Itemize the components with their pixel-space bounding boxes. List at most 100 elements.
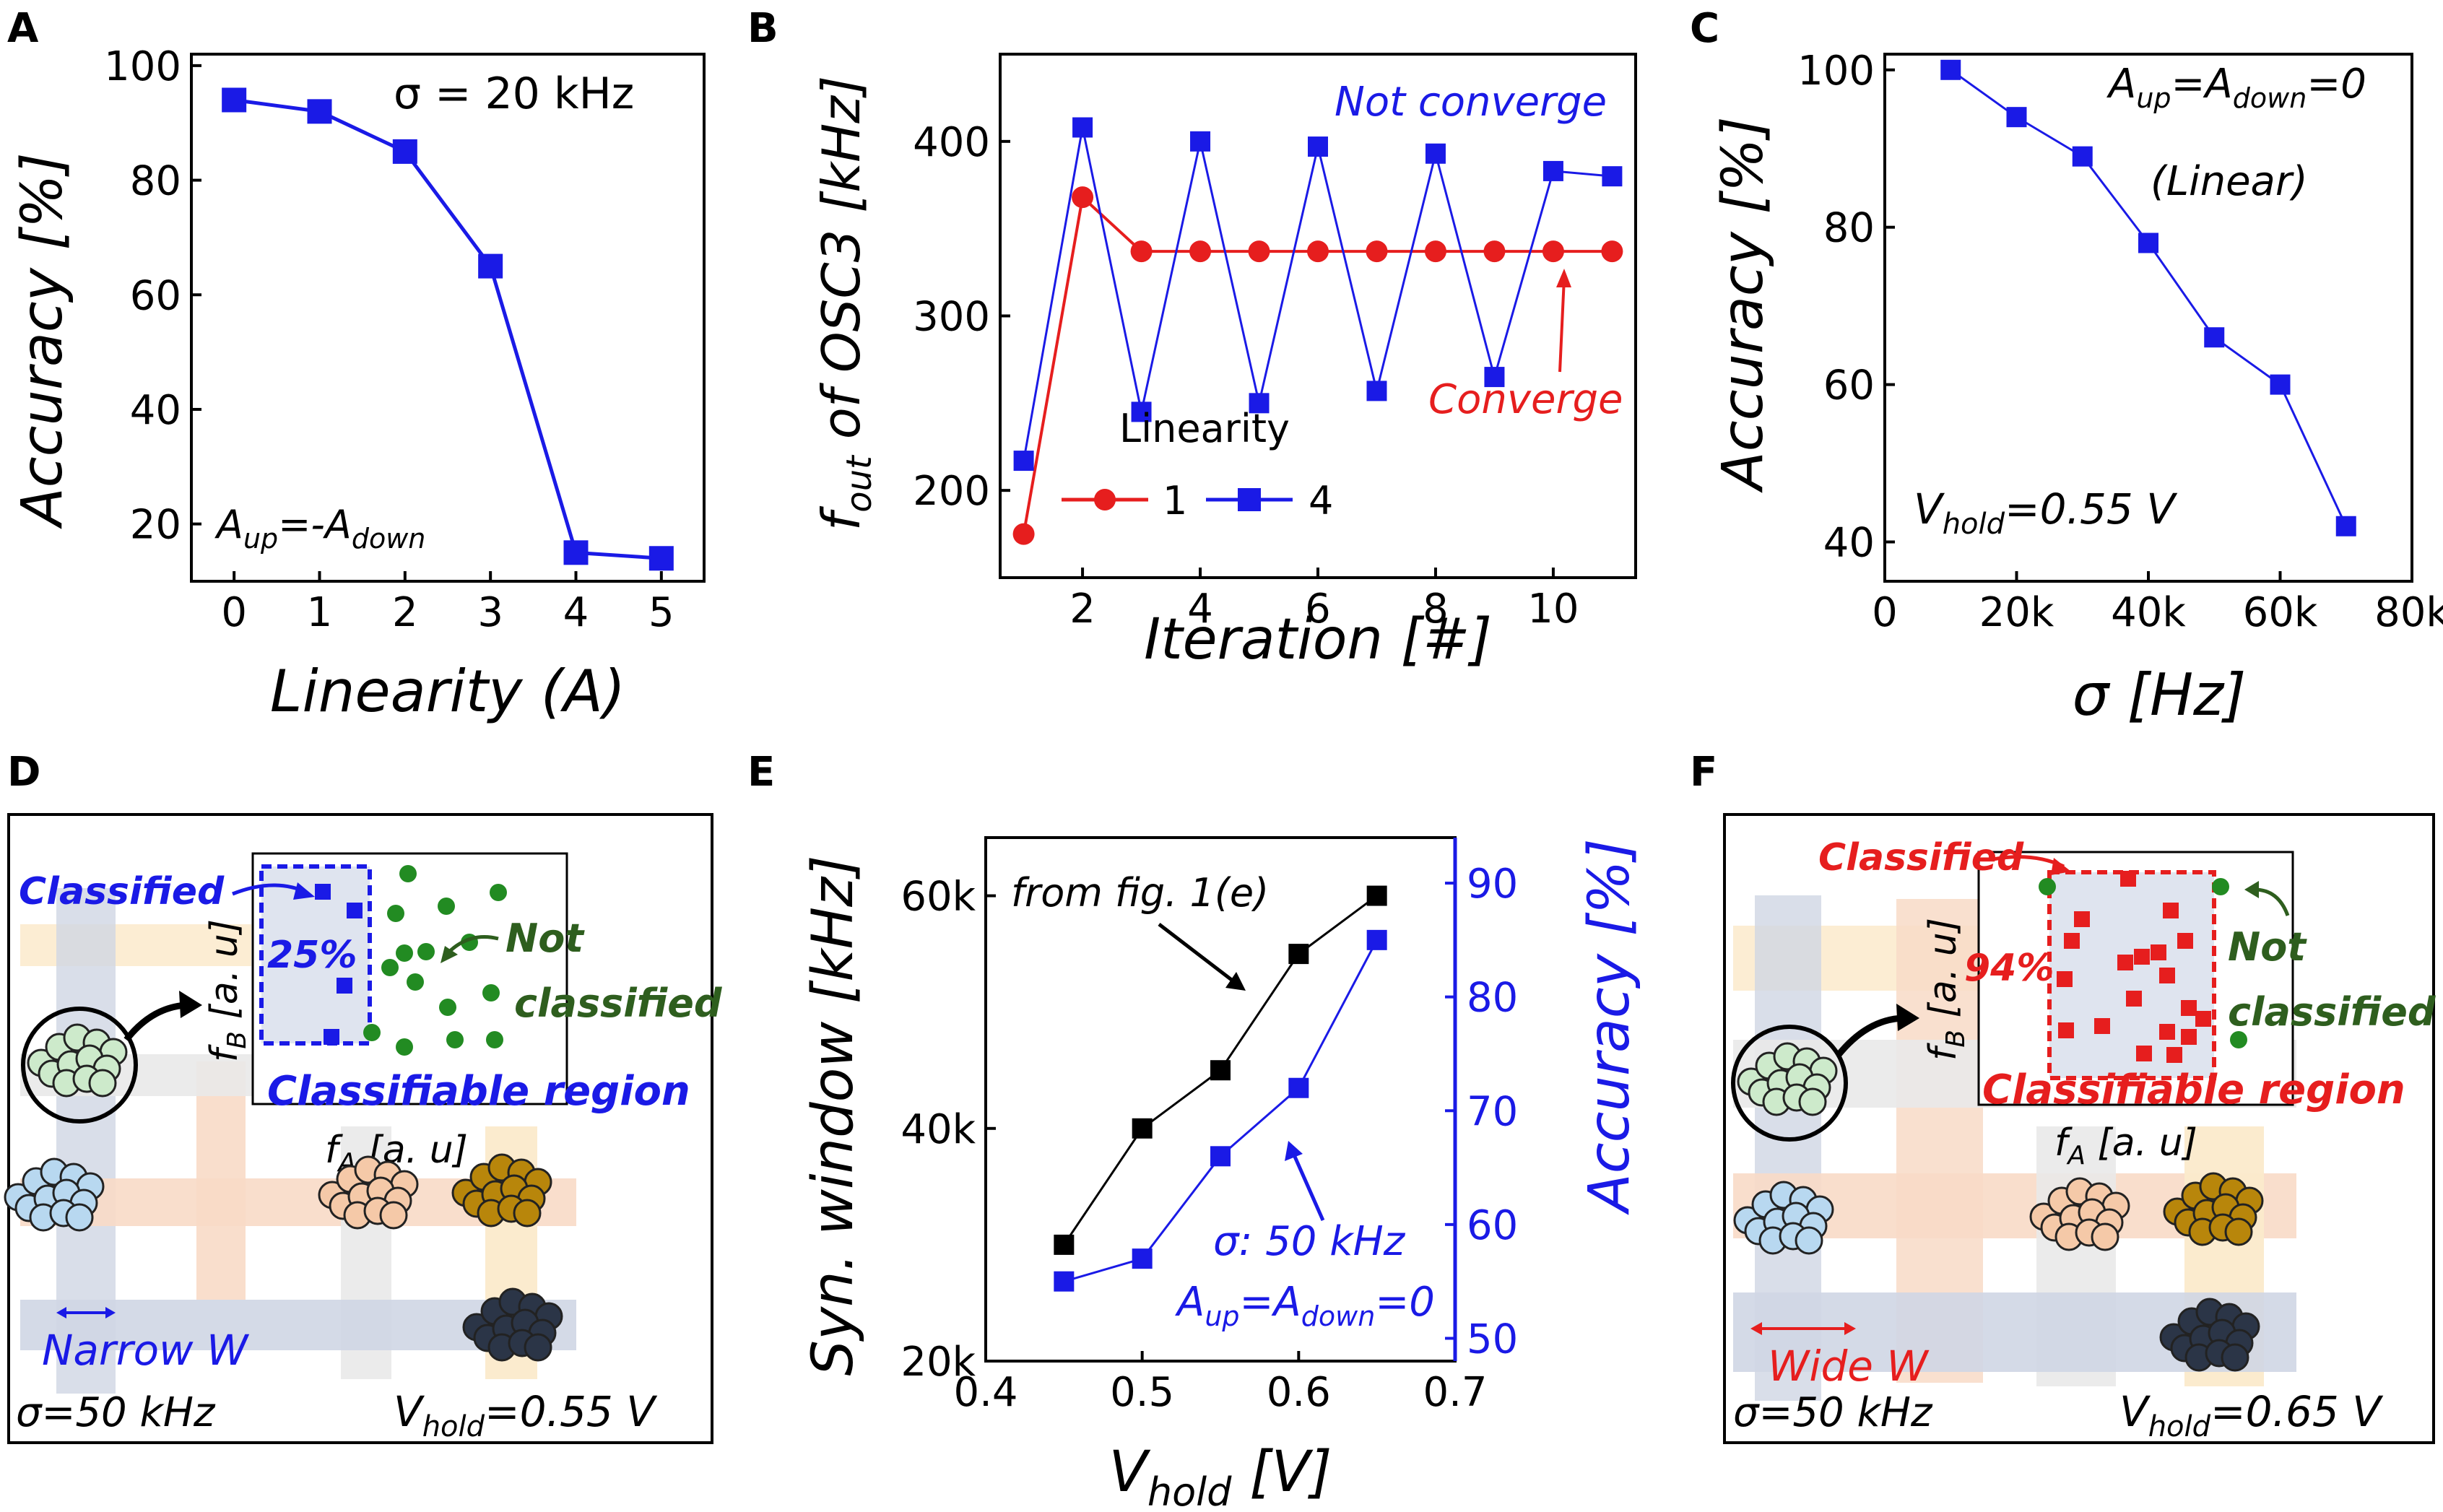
- data-point: [1013, 451, 1034, 472]
- cond-e-main: A: [1175, 1279, 1205, 1326]
- y-tick-label: 300: [913, 294, 990, 341]
- panel-b-converge: Converge: [1428, 376, 1623, 423]
- data-point: [648, 546, 674, 571]
- point: [438, 898, 455, 915]
- data-point: [2204, 327, 2225, 348]
- data-point: [1072, 117, 1093, 138]
- point: [2120, 871, 2136, 887]
- y2-tick-label: 70: [1467, 1088, 1518, 1135]
- data-point: [392, 139, 417, 164]
- point: [2151, 944, 2166, 960]
- xlabel-e-rest: [V]: [1231, 1440, 1332, 1505]
- panel-b: B fout of OSC3 [kHz] Iteration [#] 2 4 6 8 1…: [747, 5, 1637, 672]
- sigma-arrow-head: [1285, 1141, 1303, 1161]
- panel-e-from-fig: from fig. 1(e): [1011, 870, 1269, 916]
- panel-e-ylabel: Syn. window [kHz]: [801, 855, 866, 1376]
- y-tick-label: 100: [104, 43, 181, 90]
- panel-f-width: Wide W: [1768, 1342, 1930, 1391]
- point: [387, 905, 404, 922]
- panel-d-vhold: Vhold=0.55 V: [394, 1387, 658, 1443]
- panel-d-sigma: σ=50 kHz: [16, 1389, 216, 1436]
- cluster-ball: [88, 1069, 117, 1098]
- point: [381, 959, 399, 976]
- legend-marker-1: [1094, 489, 1116, 510]
- panel-b-letter: B: [747, 5, 778, 52]
- cluster-ball: [379, 1201, 408, 1230]
- data-point: [1210, 1146, 1231, 1167]
- inset-f-points: [2039, 871, 2247, 1063]
- y-tick-label: 60: [130, 272, 181, 319]
- cluster-ball: [2224, 1217, 2253, 1246]
- data-point: [1542, 160, 1563, 181]
- panel-e-y2label-text: Accuracy [%]: [1577, 838, 1642, 1215]
- data-point: [1424, 240, 1446, 263]
- x-tick-label: 10: [1527, 586, 1579, 633]
- panel-a-xlabel: Linearity (A): [270, 658, 625, 725]
- panel-f-classified-green: classified: [2228, 989, 2437, 1035]
- data-point: [1483, 240, 1506, 263]
- point: [363, 1024, 381, 1041]
- point: [2181, 1000, 2197, 1016]
- panel-b-ylabel-text: fout of OSC3 [kHz]: [811, 76, 880, 531]
- not-classified-arrow-head: [441, 946, 458, 963]
- point: [2074, 911, 2090, 927]
- wide-w-head-right: [1844, 1322, 1856, 1335]
- panel-f-sigma: σ=50 kHz: [1733, 1389, 1933, 1436]
- point: [2166, 1047, 2182, 1063]
- panel-d-clusters: [4, 1023, 563, 1362]
- cond-a-sub1: up: [243, 523, 278, 555]
- data-point: [1131, 401, 1152, 422]
- cond-c-mid: =A: [2171, 61, 2233, 108]
- panel-d: D: [4, 749, 723, 1444]
- data-point: [1542, 240, 1564, 263]
- point: [2057, 971, 2073, 987]
- panel-e-y2label: Accuracy [%]: [1577, 838, 1642, 1215]
- data-point: [2335, 516, 2356, 536]
- panel-d-classified: Classified: [19, 870, 225, 913]
- x-tick-label: 60k: [2243, 589, 2318, 636]
- x-tick-label: 4: [1187, 586, 1213, 633]
- point: [324, 1029, 339, 1045]
- point: [2159, 1024, 2175, 1040]
- cond-a-main: A: [214, 502, 243, 547]
- point: [2094, 1018, 2110, 1034]
- data-point: [1601, 240, 1623, 263]
- point: [486, 1031, 503, 1048]
- panel-c-xlabel: σ [Hz]: [2073, 661, 2247, 729]
- converge-arrow: [1558, 277, 1566, 373]
- y2-tick-label: 60: [1467, 1202, 1518, 1249]
- point: [396, 1038, 413, 1056]
- panel-f-letter: F: [1690, 749, 1717, 796]
- not-classified-arrow: [446, 935, 499, 955]
- cluster-ball: [2221, 1343, 2249, 1372]
- data-point: [1425, 143, 1446, 164]
- point: [417, 943, 435, 960]
- panel-c-linear: (Linear): [2151, 158, 2308, 205]
- x-tick-label: 0: [1872, 589, 1898, 636]
- fb-f-rest: [a. u]: [1922, 918, 1965, 1030]
- x-tick-label: 0.5: [1110, 1369, 1174, 1416]
- from-fig-arrow: [1158, 923, 1238, 985]
- legend-label-4: 4: [1309, 478, 1333, 523]
- x-tick-label: 2: [1069, 586, 1095, 633]
- data-point: [1132, 1248, 1153, 1269]
- data-point: [2072, 146, 2093, 167]
- panel-c-vhold: Vhold=0.55 V: [1914, 485, 2178, 541]
- point: [490, 884, 507, 901]
- cond-e-end: =0: [1375, 1279, 1435, 1326]
- narrow-w-head-left: [56, 1307, 66, 1318]
- point: [446, 1031, 464, 1048]
- cond-e-sub1: up: [1205, 1300, 1239, 1332]
- cond-c-end: =0: [2307, 61, 2366, 108]
- f-classified-arrow-head: [2051, 858, 2071, 875]
- lens-circle-d: [21, 1007, 138, 1124]
- y-tick-label: 40: [130, 387, 181, 434]
- point: [2136, 1046, 2152, 1061]
- fb-d: fB [a. u]: [203, 919, 252, 1062]
- vhold-d-rest: =0.55 V: [485, 1387, 658, 1436]
- data-point: [1602, 166, 1623, 187]
- cluster-ball: [1795, 1226, 1823, 1255]
- y-tick-label: 40: [1823, 520, 1875, 567]
- cond-c-sub1: up: [2136, 82, 2171, 114]
